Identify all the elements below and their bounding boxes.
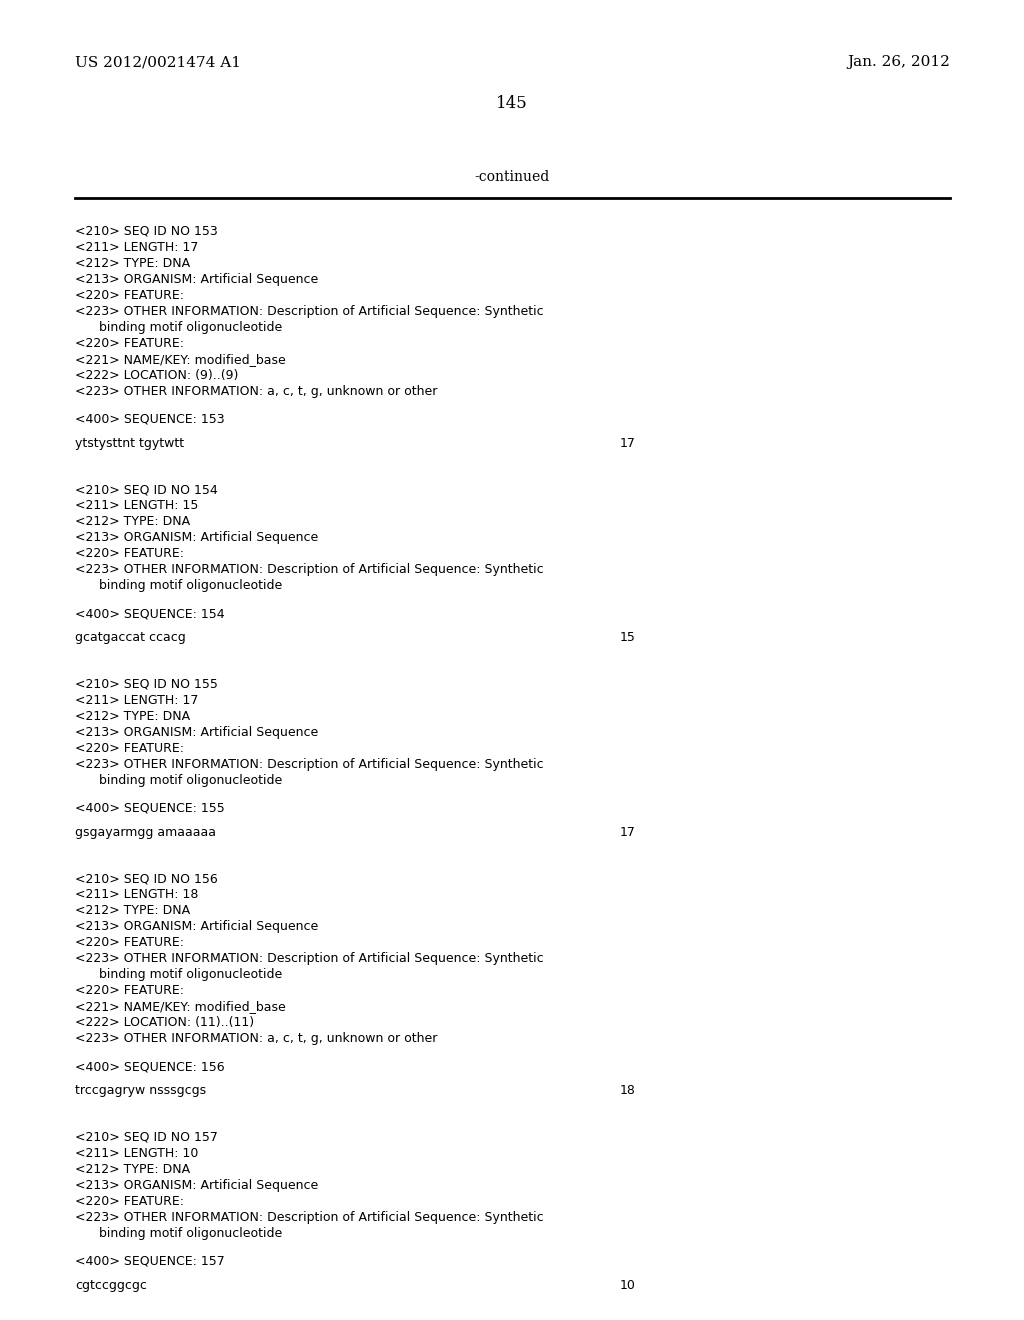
Text: <223> OTHER INFORMATION: a, c, t, g, unknown or other: <223> OTHER INFORMATION: a, c, t, g, unk… [75,1032,437,1045]
Text: <220> FEATURE:: <220> FEATURE: [75,936,184,949]
Text: <223> OTHER INFORMATION: Description of Artificial Sequence: Synthetic: <223> OTHER INFORMATION: Description of … [75,1210,544,1224]
Text: binding motif oligonucleotide: binding motif oligonucleotide [75,774,283,787]
Text: <210> SEQ ID NO 153: <210> SEQ ID NO 153 [75,224,218,238]
Text: <220> FEATURE:: <220> FEATURE: [75,742,184,755]
Text: 145: 145 [496,95,528,112]
Text: <400> SEQUENCE: 156: <400> SEQUENCE: 156 [75,1060,224,1073]
Text: <213> ORGANISM: Artificial Sequence: <213> ORGANISM: Artificial Sequence [75,920,318,933]
Text: binding motif oligonucleotide: binding motif oligonucleotide [75,579,283,593]
Text: <400> SEQUENCE: 154: <400> SEQUENCE: 154 [75,607,224,620]
Text: <211> LENGTH: 18: <211> LENGTH: 18 [75,888,199,902]
Text: <220> FEATURE:: <220> FEATURE: [75,289,184,301]
Text: binding motif oligonucleotide: binding motif oligonucleotide [75,969,283,981]
Text: binding motif oligonucleotide: binding motif oligonucleotide [75,321,283,334]
Text: <221> NAME/KEY: modified_base: <221> NAME/KEY: modified_base [75,352,286,366]
Text: <220> FEATURE:: <220> FEATURE: [75,1195,184,1208]
Text: <211> LENGTH: 17: <211> LENGTH: 17 [75,694,199,706]
Text: <210> SEQ ID NO 155: <210> SEQ ID NO 155 [75,677,218,690]
Text: 18: 18 [620,1085,636,1097]
Text: 17: 17 [620,437,636,450]
Text: 15: 15 [620,631,636,644]
Text: <212> TYPE: DNA: <212> TYPE: DNA [75,256,190,269]
Text: gsgayarmgg amaaaaa: gsgayarmgg amaaaaa [75,826,216,838]
Text: <211> LENGTH: 15: <211> LENGTH: 15 [75,499,199,512]
Text: <223> OTHER INFORMATION: Description of Artificial Sequence: Synthetic: <223> OTHER INFORMATION: Description of … [75,758,544,771]
Text: US 2012/0021474 A1: US 2012/0021474 A1 [75,55,241,69]
Text: cgtccggcgc: cgtccggcgc [75,1279,146,1292]
Text: <212> TYPE: DNA: <212> TYPE: DNA [75,515,190,528]
Text: <210> SEQ ID NO 156: <210> SEQ ID NO 156 [75,873,218,886]
Text: <220> FEATURE:: <220> FEATURE: [75,985,184,998]
Text: <220> FEATURE:: <220> FEATURE: [75,548,184,560]
Text: <223> OTHER INFORMATION: Description of Artificial Sequence: Synthetic: <223> OTHER INFORMATION: Description of … [75,953,544,965]
Text: <211> LENGTH: 10: <211> LENGTH: 10 [75,1147,199,1160]
Text: <400> SEQUENCE: 155: <400> SEQUENCE: 155 [75,801,224,814]
Text: 17: 17 [620,826,636,838]
Text: 10: 10 [620,1279,636,1292]
Text: gcatgaccat ccacg: gcatgaccat ccacg [75,631,185,644]
Text: <210> SEQ ID NO 154: <210> SEQ ID NO 154 [75,483,218,496]
Text: trccgagryw nsssgcgs: trccgagryw nsssgcgs [75,1085,206,1097]
Text: <221> NAME/KEY: modified_base: <221> NAME/KEY: modified_base [75,1001,286,1014]
Text: <212> TYPE: DNA: <212> TYPE: DNA [75,1163,190,1176]
Text: <213> ORGANISM: Artificial Sequence: <213> ORGANISM: Artificial Sequence [75,726,318,739]
Text: <213> ORGANISM: Artificial Sequence: <213> ORGANISM: Artificial Sequence [75,531,318,544]
Text: <223> OTHER INFORMATION: a, c, t, g, unknown or other: <223> OTHER INFORMATION: a, c, t, g, unk… [75,384,437,397]
Text: ytstysttnt tgytwtt: ytstysttnt tgytwtt [75,437,184,450]
Text: <210> SEQ ID NO 157: <210> SEQ ID NO 157 [75,1131,218,1144]
Text: binding motif oligonucleotide: binding motif oligonucleotide [75,1228,283,1239]
Text: <211> LENGTH: 17: <211> LENGTH: 17 [75,240,199,253]
Text: <213> ORGANISM: Artificial Sequence: <213> ORGANISM: Artificial Sequence [75,273,318,285]
Text: <212> TYPE: DNA: <212> TYPE: DNA [75,904,190,917]
Text: <220> FEATURE:: <220> FEATURE: [75,337,184,350]
Text: <222> LOCATION: (9)..(9): <222> LOCATION: (9)..(9) [75,368,239,381]
Text: Jan. 26, 2012: Jan. 26, 2012 [847,55,950,69]
Text: <400> SEQUENCE: 153: <400> SEQUENCE: 153 [75,413,224,425]
Text: <222> LOCATION: (11)..(11): <222> LOCATION: (11)..(11) [75,1016,254,1030]
Text: <223> OTHER INFORMATION: Description of Artificial Sequence: Synthetic: <223> OTHER INFORMATION: Description of … [75,305,544,318]
Text: <212> TYPE: DNA: <212> TYPE: DNA [75,710,190,723]
Text: <400> SEQUENCE: 157: <400> SEQUENCE: 157 [75,1255,224,1269]
Text: <213> ORGANISM: Artificial Sequence: <213> ORGANISM: Artificial Sequence [75,1179,318,1192]
Text: <223> OTHER INFORMATION: Description of Artificial Sequence: Synthetic: <223> OTHER INFORMATION: Description of … [75,564,544,577]
Text: -continued: -continued [474,170,550,183]
